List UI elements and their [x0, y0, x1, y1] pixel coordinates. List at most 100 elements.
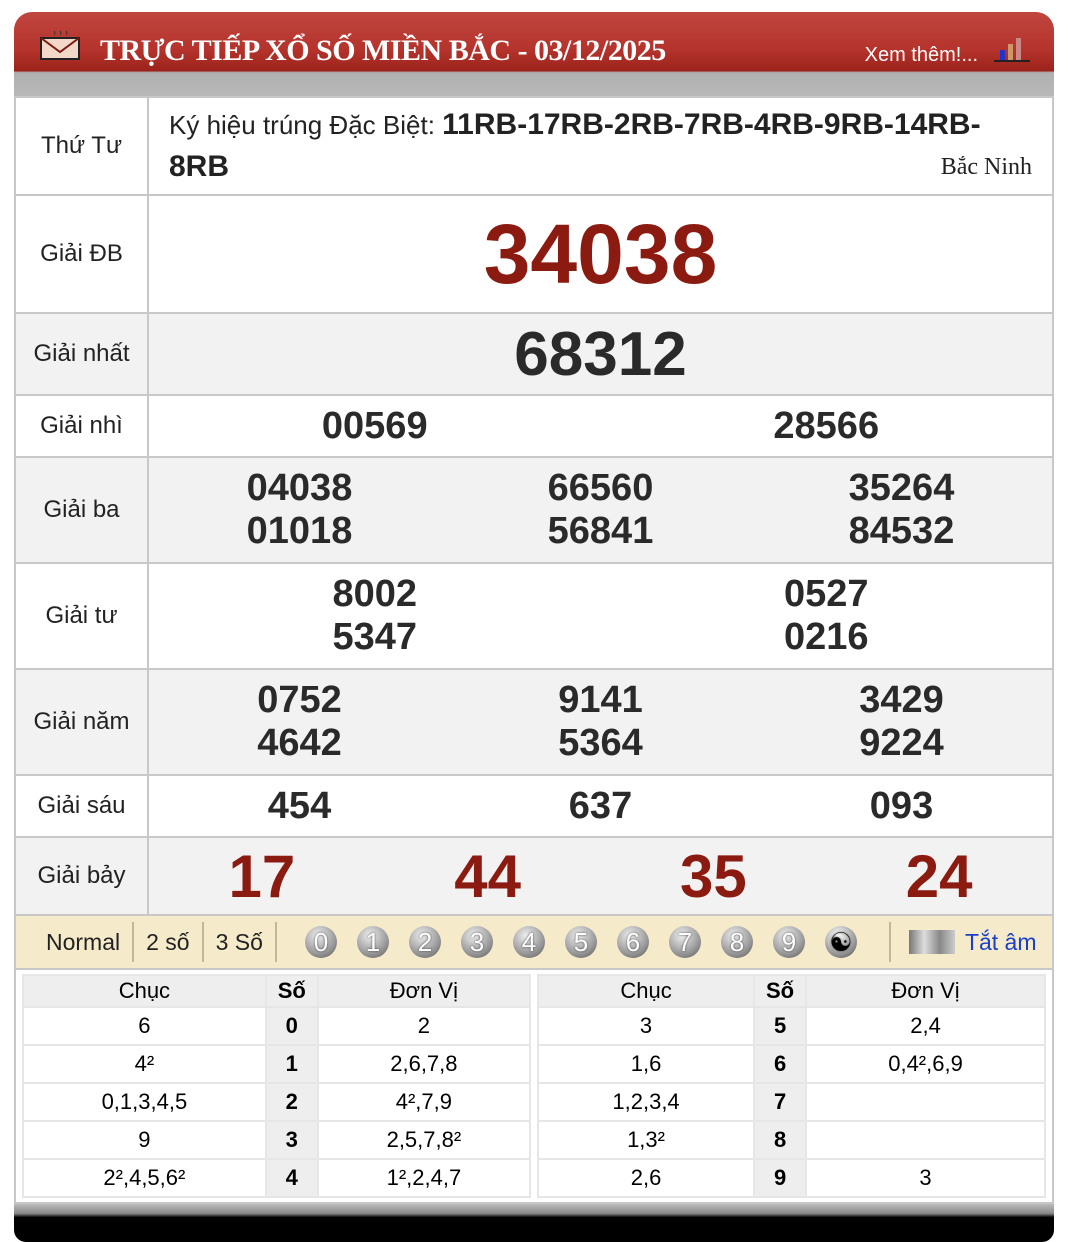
prize-row: Giải nhất 68312 [14, 312, 1054, 396]
prize-row: Giải ba 04038 66560 35264 01018 56841 84532 [14, 456, 1054, 564]
digit-ball-6[interactable]: 6 [616, 926, 649, 958]
prize-number: 04038 [246, 467, 353, 509]
digit-ball-3[interactable]: 3 [460, 926, 493, 958]
header-title: TRỰC TIẾP XỔ SỐ MIỀN BẮC - 03/12/2025 [100, 34, 666, 67]
loto-tens: 3 [536, 1006, 756, 1046]
loto-digit: 0 [264, 1006, 319, 1046]
digit-ball-7[interactable]: 7 [668, 926, 701, 958]
results-table: Thứ Tư Ký hiệu trúng Đặc Biệt: 11RB-17RB… [14, 96, 1054, 916]
prize-label: Giải nhất [14, 312, 149, 396]
loto-units: 1²,2,4,7 [316, 1158, 532, 1198]
lottery-widget: TRỰC TIẾP XỔ SỐ MIỀN BẮC - 03/12/2025 Xe… [14, 12, 1054, 1242]
mode-2-so[interactable]: 2 số [134, 922, 204, 962]
mute-link[interactable]: Tắt âm [964, 928, 1037, 955]
loto-table-left: Chục Số Đơn Vị 6 0 2 4² 1 2,6,7,8 0,1,3,4,5 2 4²,7,… [22, 974, 532, 1198]
header: TRỰC TIẾP XỔ SỐ MIỀN BẮC - 03/12/2025 Xe… [14, 12, 1054, 96]
loto-header: Chục [22, 974, 267, 1008]
loto-digit: 9 [753, 1158, 808, 1198]
loto-digit: 1 [264, 1044, 319, 1084]
digit-ball-9[interactable]: 9 [772, 926, 805, 958]
loto-header: Chục [536, 974, 756, 1008]
prize-number: 0216 [783, 616, 869, 658]
prize-number: 01018 [246, 510, 353, 552]
loto-digit: 8 [753, 1120, 808, 1160]
loto-row: 0,1,3,4,5 2 4²,7,9 [22, 1082, 532, 1122]
prize-row: Giải năm 0752 9141 3429 4642 5364 9224 [14, 668, 1054, 776]
prize-number: 9141 [558, 679, 643, 721]
digit-ball-8[interactable]: 8 [720, 926, 753, 958]
loto-tens: 1,2,3,4 [536, 1082, 756, 1122]
loto-row: 1,6 6 0,4²,6,9 [536, 1044, 1046, 1084]
prize-row: Giải tư 8002 0527 5347 0216 [14, 562, 1054, 670]
prize-number: 3429 [859, 679, 944, 721]
prize-number: 8002 [332, 573, 418, 615]
loto-row: 2²,4,5,6² 4 1²,2,4,7 [22, 1158, 532, 1198]
see-more-link[interactable]: Xem thêm!... [864, 44, 978, 66]
prize-number: 0527 [783, 573, 869, 615]
loto-header: Đơn Vị [316, 974, 532, 1008]
loto-tens: 2²,4,5,6² [22, 1158, 267, 1198]
prize-number: 00569 [321, 404, 428, 447]
prize-number: 44 [454, 842, 521, 910]
footer-bar [14, 1204, 1054, 1242]
loto-units: 2,4 [805, 1006, 1046, 1046]
loto-row: 3 5 2,4 [536, 1006, 1046, 1046]
digit-ball-1[interactable]: 1 [356, 926, 389, 958]
province: Bắc Ninh [940, 154, 1032, 180]
loto-units: 2,6,7,8 [316, 1044, 532, 1084]
prize-number: 35264 [848, 467, 955, 509]
prize-number: 4642 [257, 722, 342, 764]
prize-label: Giải ba [14, 456, 149, 564]
loto-header: Số [753, 974, 808, 1008]
prize-number: 5364 [558, 722, 643, 764]
loto-tens: 9 [22, 1120, 267, 1160]
prize-label: Giải ĐB [14, 194, 149, 314]
loto-tens: 0,1,3,4,5 [22, 1082, 267, 1122]
prize-number: 9224 [859, 722, 944, 764]
loto-units: 0,4²,6,9 [805, 1044, 1046, 1084]
prize-number: 56841 [547, 510, 654, 552]
loto-units: 4²,7,9 [316, 1082, 532, 1122]
loto-tens: 2,6 [536, 1158, 756, 1198]
loto-row: 2,6 9 3 [536, 1158, 1046, 1198]
loto-units: 2,5,7,8² [316, 1120, 532, 1160]
prize-number: 17 [228, 842, 296, 910]
loto-row: 4² 1 2,6,7,8 [22, 1044, 532, 1084]
digit-ball-5[interactable]: 5 [564, 926, 597, 958]
digit-ball-0[interactable]: 0 [304, 926, 337, 958]
speaker-icon[interactable] [908, 930, 955, 954]
mode-3-so[interactable]: 3 Số [204, 922, 277, 962]
chart-icon[interactable] [992, 36, 1032, 62]
loto-row: 9 3 2,5,7,8² [22, 1120, 532, 1160]
prize-number: 66560 [547, 467, 654, 509]
prize-number: 84532 [848, 510, 955, 552]
loto-tens: 6 [22, 1006, 267, 1046]
symbol-label: Ký hiệu trúng Đặc Biệt: [169, 110, 435, 140]
prize-number: 637 [568, 784, 633, 827]
loto-units: 3 [805, 1158, 1046, 1198]
yin-yang-icon[interactable]: ☯ [824, 926, 857, 958]
loto-digit: 4 [264, 1158, 319, 1198]
loto-row: 1,2,3,4 7 [536, 1082, 1046, 1122]
prize-number: 68312 [514, 319, 687, 389]
loto-tens: 1,3² [536, 1120, 756, 1160]
prize-number: 24 [905, 842, 973, 910]
loto-digit: 6 [753, 1044, 808, 1084]
prize-row: Giải nhì 00569 28566 [14, 394, 1054, 458]
loto-digit: 3 [264, 1120, 319, 1160]
loto-units [805, 1082, 1046, 1122]
prize-row: Giải ĐB 34038 [14, 194, 1054, 314]
loto-digit: 7 [753, 1082, 808, 1122]
mode-normal[interactable]: Normal [34, 922, 135, 962]
loto-units: 2 [316, 1006, 532, 1046]
prize-number: 0752 [257, 679, 342, 721]
prize-label: Giải nhì [14, 394, 149, 458]
loto-tens: 1,6 [536, 1044, 756, 1084]
digit-ball-4[interactable]: 4 [512, 926, 545, 958]
loto-digit: 2 [264, 1082, 319, 1122]
digit-ball-2[interactable]: 2 [408, 926, 441, 958]
prize-number: 35 [680, 842, 747, 910]
loto-units [805, 1120, 1046, 1160]
loto-digit: 5 [753, 1006, 808, 1046]
